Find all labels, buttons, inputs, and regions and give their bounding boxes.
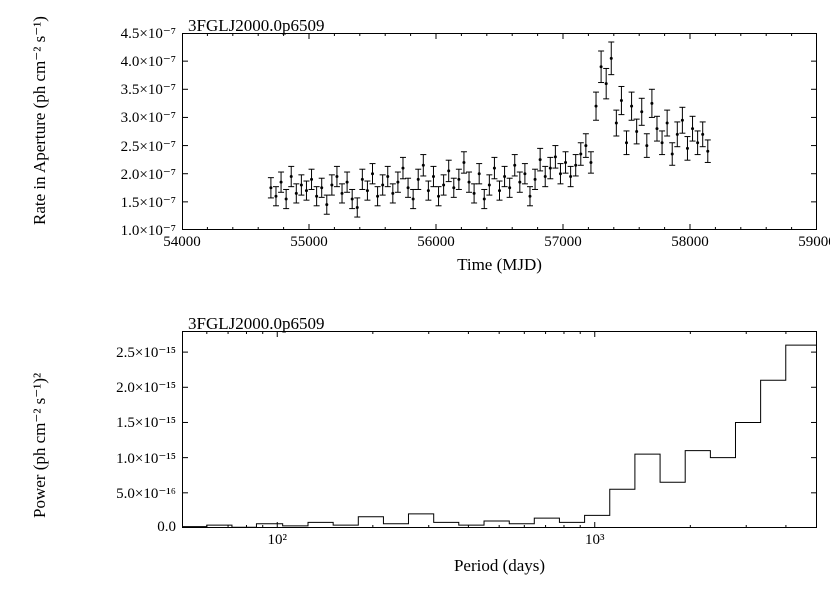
- x-tick-label: 10³: [585, 532, 605, 549]
- y-tick-label: 4.0×10⁻⁷: [121, 52, 176, 71]
- plot-area: [182, 331, 817, 528]
- plot-area: [182, 33, 817, 230]
- y-tick-label: 3.0×10⁻⁷: [121, 108, 176, 127]
- x-tick-label: 56000: [417, 234, 455, 251]
- y-tick-label: 2.5×10⁻⁷: [121, 137, 176, 156]
- x-tick-label: 57000: [544, 234, 582, 251]
- x-axis-label: Period (days): [454, 556, 545, 576]
- x-axis-label: Time (MJD): [457, 255, 542, 275]
- y-tick-label: 2.0×10⁻¹⁵: [116, 378, 176, 397]
- y-axis-label: Rate in Aperture (ph cm⁻² s⁻¹): [30, 16, 50, 225]
- chart-title: 3FGLJ2000.0p6509: [188, 314, 324, 334]
- y-axis-label: Power (ph cm⁻² s⁻¹)²: [30, 373, 50, 518]
- y-tick-label: 3.5×10⁻⁷: [121, 80, 176, 99]
- y-tick-label: 1.0×10⁻⁷: [121, 221, 176, 240]
- x-tick-label: 55000: [290, 234, 328, 251]
- x-tick-label: 59000: [798, 234, 830, 251]
- x-tick-label: 10²: [268, 532, 288, 549]
- y-tick-label: 5.0×10⁻¹⁶: [116, 484, 176, 503]
- y-tick-label: 4.5×10⁻⁷: [121, 24, 176, 43]
- x-tick-label: 58000: [671, 234, 709, 251]
- y-tick-label: 1.5×10⁻⁷: [121, 193, 176, 212]
- y-tick-label: 0.0: [157, 519, 176, 536]
- y-tick-label: 1.5×10⁻¹⁵: [116, 413, 176, 432]
- y-tick-label: 2.5×10⁻¹⁵: [116, 343, 176, 362]
- y-tick-label: 1.0×10⁻¹⁵: [116, 449, 176, 468]
- y-tick-label: 2.0×10⁻⁷: [121, 165, 176, 184]
- chart-title: 3FGLJ2000.0p6509: [188, 16, 324, 36]
